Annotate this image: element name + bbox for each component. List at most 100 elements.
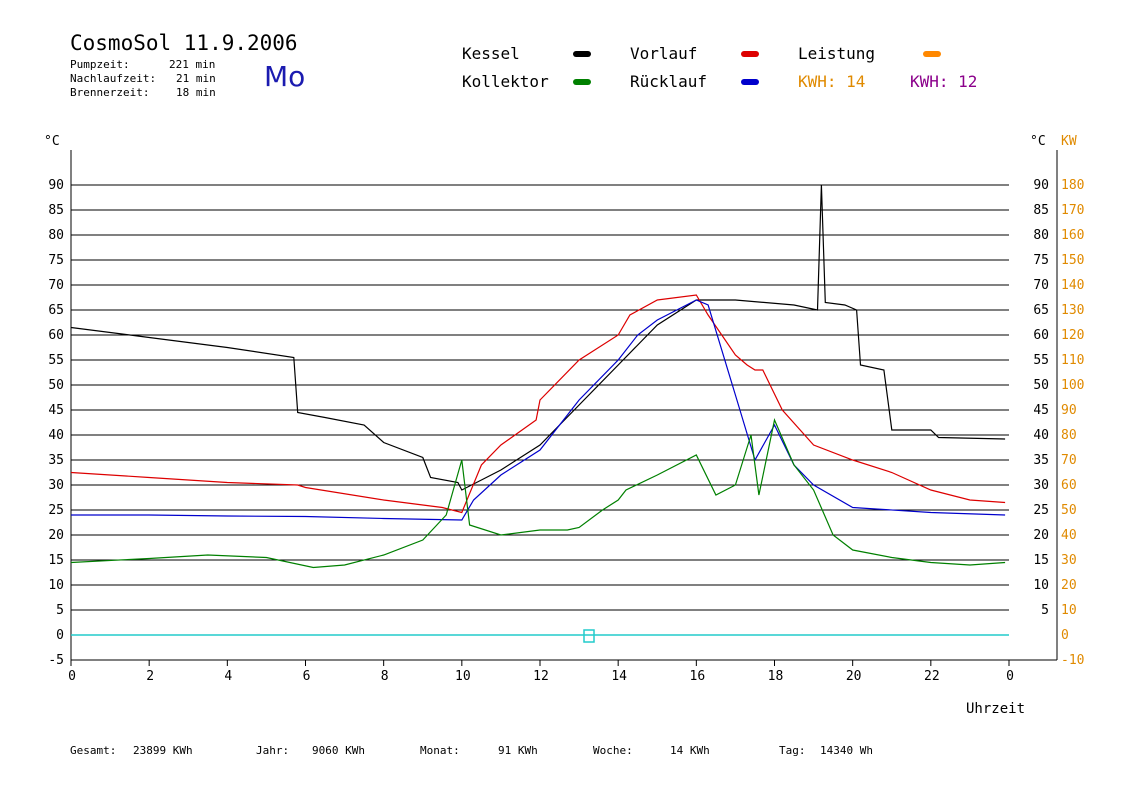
footer-gesamt-label: Gesamt: [70,744,117,757]
y2-tick-label: 30 [1061,553,1077,568]
y-axis-unit-left: °C [44,134,60,149]
y2-tick-label: 130 [1061,303,1084,318]
y2-tick-label: 140 [1061,278,1084,293]
y-tick-label-left: 45 [48,403,64,418]
y2-tick-label: 170 [1061,203,1084,218]
chart-grid [70,150,1058,661]
footer-jahr-label: Jahr: [256,744,290,757]
legend-kwh-purple: KWH: 12 [910,72,978,91]
y-axis-unit-right: °C [1030,134,1046,149]
x-tick-label: 0 [68,669,76,684]
y-tick-label-right: 70 [1033,278,1049,293]
y2-tick-label: 80 [1061,428,1077,443]
y-tick-label-left: -5 [48,653,64,668]
footer-woche-label: Woche: [593,744,633,757]
y2-tick-label: 40 [1061,528,1077,543]
stat-label-nachlaufzeit: Nachlaufzeit: [70,72,157,85]
legend-leistung-swatch [923,51,941,57]
y2-tick-label: 180 [1061,178,1084,193]
y-tick-label-left: 25 [48,503,64,518]
y2-tick-label: 20 [1061,578,1077,593]
chart-title: CosmoSol 11.9.2006 [70,31,298,55]
y-tick-label-left: 80 [48,228,64,243]
footer-tag-value: 14340 Wh [820,744,873,757]
y-tick-label-right: 20 [1033,528,1049,543]
x-tick-label: 2 [146,669,154,684]
x-tick-label: 18 [768,669,784,684]
y-tick-label-left: 40 [48,428,64,443]
y-tick-label-right: 15 [1033,553,1049,568]
y-tick-label-right: 10 [1033,578,1049,593]
series-line-kollektor [70,418,1006,569]
y-tick-label-left: 5 [56,603,64,618]
x-tick-label: 6 [303,669,311,684]
x-tick-label: 10 [455,669,471,684]
legend-kollektor-label: Kollektor [462,72,549,91]
x-tick-label: 22 [924,669,940,684]
series-line-vorlauf [70,294,1006,514]
legend-kessel-swatch [573,51,591,57]
x-tick-label: 4 [224,669,232,684]
y-tick-label-right: 75 [1033,253,1049,268]
stat-value-brennerzeit: 18 min [176,86,216,99]
y-tick-label-left: 70 [48,278,64,293]
legend-leistung-label: Leistung [798,44,876,63]
y2-tick-label: 70 [1061,453,1077,468]
y-tick-label-left: 60 [48,328,64,343]
y-tick-label-right: 85 [1033,203,1049,218]
y2-tick-label: 0 [1061,628,1069,643]
footer-tag-label: Tag: [779,744,806,757]
y2-tick-label: -10 [1061,653,1084,668]
y2-tick-label: 100 [1061,378,1084,393]
legend-kwh-orange: KWH: 14 [798,72,866,91]
stat-value-pumpzeit: 221 min [169,58,216,71]
y-tick-label-right: 5 [1041,603,1049,618]
y-tick-label-left: 55 [48,353,64,368]
legend-vorlauf-swatch [741,51,759,57]
y-tick-label-left: 50 [48,378,64,393]
y-tick-label-right: 25 [1033,503,1049,518]
footer-woche-value: 14 KWh [670,744,710,757]
series-line-kessel [70,184,1006,491]
legend-kessel-label: Kessel [462,44,520,63]
y-tick-label-left: 15 [48,553,64,568]
x-tick-label: 20 [846,669,862,684]
legend-vorlauf-label: Vorlauf [630,44,698,63]
y2-tick-label: 160 [1061,228,1084,243]
footer-monat-value: 91 KWh [498,744,538,757]
y-tick-label-left: 20 [48,528,64,543]
y2-tick-label: 50 [1061,503,1077,518]
footer-monat-label: Monat: [420,744,460,757]
legend-ruecklauf-swatch [741,79,759,85]
y-tick-label-right: 90 [1033,178,1049,193]
legend-kollektor-swatch [573,79,591,85]
legend-ruecklauf-label: Rücklauf [630,72,708,91]
y-tick-label-left: 0 [56,628,64,643]
y2-tick-label: 110 [1061,353,1084,368]
footer-jahr-value: 9060 KWh [312,744,365,757]
y-tick-label-left: 75 [48,253,64,268]
x-tick-label: 14 [611,669,627,684]
y2-tick-label: 120 [1061,328,1084,343]
y2-tick-label: 10 [1061,603,1077,618]
series-line-ruecklauf [71,299,1006,521]
y-tick-label-right: 55 [1033,353,1049,368]
footer-gesamt-value: 23899 KWh [133,744,193,757]
y-tick-label-right: 60 [1033,328,1049,343]
y-tick-label-right: 45 [1033,403,1049,418]
y-tick-label-left: 30 [48,478,64,493]
x-tick-label: 12 [533,669,549,684]
x-axis-label: Uhrzeit [966,701,1026,717]
y2-tick-label: 90 [1061,403,1077,418]
y-tick-label-right: 80 [1033,228,1049,243]
y2-axis-unit: KW [1061,134,1077,149]
x-tick-label: 0 [1006,669,1014,684]
y-tick-label-right: 50 [1033,378,1049,393]
y-tick-label-right: 30 [1033,478,1049,493]
y-tick-label-right: 35 [1033,453,1049,468]
y-tick-label-left: 85 [48,203,64,218]
weekday-label: Mo [264,60,306,93]
y-tick-label-right: 65 [1033,303,1049,318]
